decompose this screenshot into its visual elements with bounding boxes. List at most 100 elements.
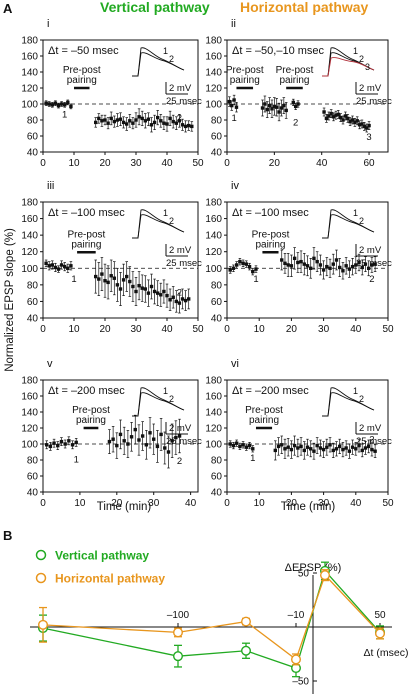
data-point <box>131 121 135 125</box>
panel-i: 40 60 80 100 120 140 160 180 0 10 20 30 40 50 i Δt = –5… <box>21 18 204 169</box>
data-point <box>309 266 313 270</box>
x-tick-label: 50 <box>382 324 394 335</box>
trace-label: 1 <box>163 208 168 218</box>
data-point <box>247 264 252 269</box>
data-point <box>171 295 175 299</box>
y-tick-label: 140 <box>21 408 38 419</box>
time-marker-label: 2 <box>369 434 374 445</box>
scale-bar-mv-label: 2 mV <box>169 245 192 256</box>
y-tick-label: 80 <box>211 456 223 467</box>
x-tick-label: 30 <box>130 324 142 335</box>
data-point <box>165 293 169 298</box>
x-tick-label: 0 <box>224 158 230 169</box>
b-x-tick-label: –100 <box>167 610 190 621</box>
y-tick-label: 160 <box>205 392 222 403</box>
pairing-label-line1: Pre-post <box>245 405 283 416</box>
scale-bar-mv-label: 2 mV <box>359 423 382 434</box>
x-tick-label: 50 <box>192 324 204 335</box>
data-point <box>69 104 73 109</box>
x-tick-label: 30 <box>148 498 160 509</box>
b-data-point <box>240 616 251 627</box>
data-point <box>305 445 310 449</box>
data-point <box>183 124 188 129</box>
y-tick-label: 60 <box>27 132 39 143</box>
epsp-trace <box>322 392 375 417</box>
data-point <box>115 118 120 122</box>
y-tick-label: 40 <box>211 148 223 159</box>
data-point <box>59 439 64 444</box>
data-point <box>112 276 116 280</box>
data-point <box>286 263 290 267</box>
data-point <box>174 121 178 125</box>
x-tick-label: 30 <box>318 324 330 335</box>
data-point <box>283 447 287 451</box>
data-point <box>187 297 191 301</box>
time-marker-label: 2 <box>369 274 374 285</box>
data-point <box>97 277 101 281</box>
trace-label: 2 <box>359 216 364 226</box>
x-tick-label: 20 <box>286 498 298 509</box>
panel-roman-label: vi <box>231 358 239 370</box>
x-tick-label: 40 <box>161 324 173 335</box>
pairing-label-line1: Pre-post <box>63 65 101 76</box>
data-point <box>66 100 70 105</box>
data-point <box>162 289 166 294</box>
data-point <box>318 446 323 450</box>
b-data-point <box>38 619 49 630</box>
data-point <box>177 119 182 123</box>
data-point <box>263 102 267 106</box>
data-point <box>59 102 64 106</box>
data-point <box>63 103 67 107</box>
data-point <box>338 265 342 270</box>
trace-label: 2 <box>359 394 364 404</box>
pairing-label-line2: pairing <box>255 239 285 250</box>
time-marker-label: 2 <box>177 456 182 467</box>
data-point <box>69 264 73 268</box>
time-marker-label: 2 <box>177 287 182 298</box>
dt-label: Δt = –200 msec <box>48 385 125 397</box>
scale-bar-ms-label: 25 msec <box>166 258 202 269</box>
panel-ii: 40 60 80 100 120 140 160 180 0 20 40 60 ii Δt = –50,–… <box>205 18 392 169</box>
data-point <box>228 442 232 446</box>
data-point <box>59 263 64 267</box>
data-point <box>187 123 191 128</box>
data-point <box>324 116 329 121</box>
data-point <box>338 115 343 120</box>
data-point <box>143 119 147 123</box>
y-tick-label: 140 <box>205 231 222 242</box>
data-point <box>156 291 160 295</box>
data-point <box>366 266 371 270</box>
data-point <box>63 442 67 446</box>
pairing-label-line2: pairing <box>76 415 106 426</box>
time-marker-label: 1 <box>74 454 79 465</box>
data-point <box>100 272 104 276</box>
data-point <box>227 99 232 104</box>
y-tick-label: 140 <box>205 408 222 419</box>
data-point <box>109 274 113 278</box>
data-point <box>331 448 335 453</box>
data-point <box>321 268 326 272</box>
data-point <box>230 103 234 108</box>
x-tick-label: 20 <box>99 324 111 335</box>
data-point <box>282 103 286 108</box>
data-point <box>44 101 48 105</box>
pairing-label-line2: pairing <box>249 415 279 426</box>
data-point <box>363 446 368 450</box>
x-axis-label-right: Time (min) <box>281 501 336 513</box>
data-point <box>366 444 371 449</box>
panel-roman-label: i <box>47 18 49 30</box>
epsp-trace <box>132 392 185 417</box>
data-point <box>140 434 145 438</box>
data-point <box>341 447 345 452</box>
data-point <box>350 445 355 449</box>
data-point <box>180 123 185 127</box>
pairing-label-line2: pairing <box>279 75 309 86</box>
data-point <box>168 298 172 302</box>
b-x-tick-label: 50 <box>374 610 386 621</box>
data-point <box>329 111 333 116</box>
data-point <box>309 447 313 451</box>
b-data-point <box>375 628 386 639</box>
x-tick-label: 0 <box>224 498 230 509</box>
data-point <box>350 264 355 269</box>
x-tick-label: 30 <box>318 498 330 509</box>
